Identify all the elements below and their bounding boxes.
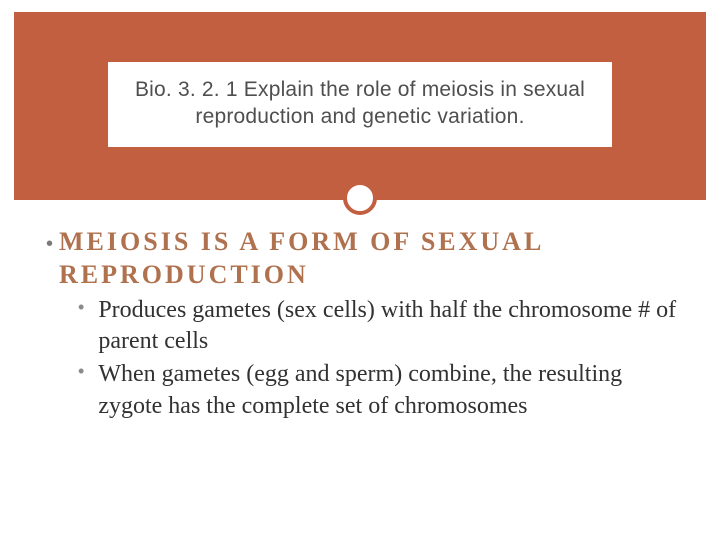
list-item-text: When gametes (egg and sperm) combine, th… [98,359,686,421]
bullet-icon: • [46,234,53,254]
content-heading: MEIOSIS IS A FORM OF SEXUAL REPRODUCTION [59,226,686,291]
slide-title: Bio. 3. 2. 1 Explain the role of meiosis… [108,62,612,147]
bullet-list: • Produces gametes (sex cells) with half… [46,295,686,422]
heading-row: • MEIOSIS IS A FORM OF SEXUAL REPRODUCTI… [46,226,686,291]
slide-header: Bio. 3. 2. 1 Explain the role of meiosis… [0,0,720,198]
list-item: • Produces gametes (sex cells) with half… [78,295,686,357]
bullet-icon: • [78,359,84,383]
slide-content: • MEIOSIS IS A FORM OF SEXUAL REPRODUCTI… [46,226,686,424]
bullet-icon: • [78,295,84,319]
list-item-text: Produces gametes (sex cells) with half t… [98,295,686,357]
list-item: • When gametes (egg and sperm) combine, … [78,359,686,421]
divider-circle-icon [343,181,377,215]
